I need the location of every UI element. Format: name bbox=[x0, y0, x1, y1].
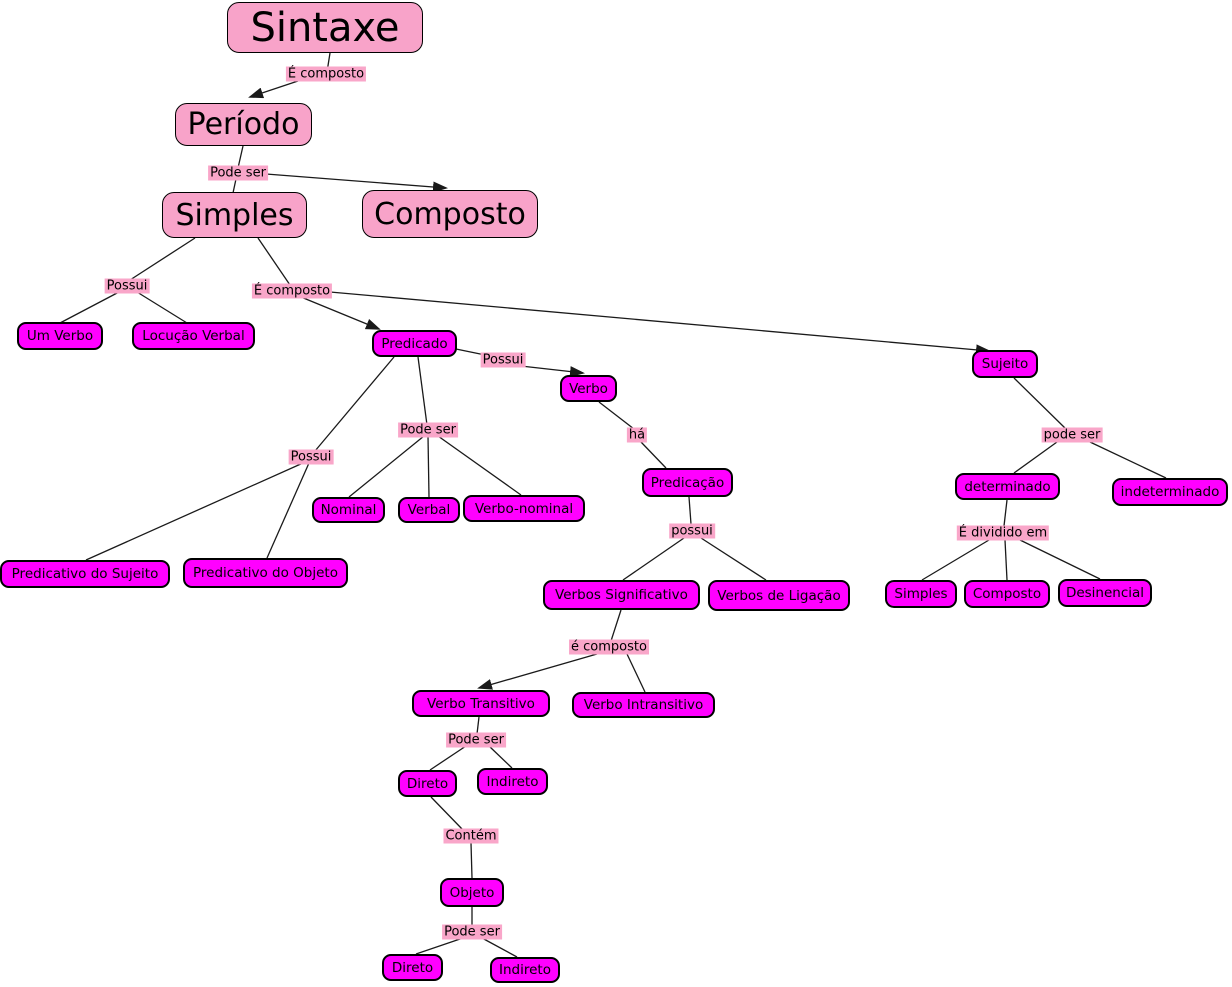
link-label-pode-ser-3[interactable]: Pode ser bbox=[446, 732, 506, 748]
edge-line-possui-1-to-locucao-verbal bbox=[136, 291, 188, 324]
edge-line-verbo-transitivo-to-pode-ser-3 bbox=[476, 716, 480, 735]
edge-line-predicado-to-pode-ser-2 bbox=[417, 356, 428, 426]
link-label-contem[interactable]: Contém bbox=[443, 828, 499, 844]
concept-node-locucao-verbal[interactable]: Locução Verbal bbox=[132, 322, 255, 350]
concept-node-objeto[interactable]: Objeto bbox=[440, 878, 504, 907]
edge-line-predicado-to-possui-3 bbox=[314, 356, 395, 452]
concept-node-verbal[interactable]: Verbal bbox=[398, 497, 460, 523]
edge-line-periodo-to-pode-ser-1 bbox=[237, 145, 244, 169]
edge-line-contem-to-objeto bbox=[470, 842, 473, 879]
link-label-possui-3[interactable]: Possui bbox=[288, 449, 334, 465]
link-label-possui-4[interactable]: possui bbox=[669, 523, 715, 539]
edge-line-pode-ser-3-to-direto-vt bbox=[429, 745, 467, 771]
edge-line-e-dividido-em-to-simples-sujeito bbox=[921, 539, 990, 581]
link-label-pode-ser-2[interactable]: Pode ser bbox=[398, 422, 458, 438]
concept-node-predicado[interactable]: Predicado bbox=[372, 330, 457, 357]
edge-line-possui-1-to-um-verbo bbox=[59, 291, 120, 324]
concept-node-nominal[interactable]: Nominal bbox=[312, 497, 385, 523]
concept-node-verbo-transitivo[interactable]: Verbo Transitivo bbox=[412, 690, 550, 717]
concept-node-sintaxe[interactable]: Sintaxe bbox=[227, 2, 423, 53]
concept-node-sujeito[interactable]: Sujeito bbox=[972, 350, 1038, 378]
edge-line-possui-4-to-verbos-ligacao bbox=[700, 537, 767, 581]
edge-line-possui-4-to-verbos-significativo bbox=[622, 537, 685, 581]
link-label-pode-ser-5[interactable]: pode ser bbox=[1041, 427, 1103, 443]
concept-node-determinado[interactable]: determinado bbox=[955, 473, 1060, 500]
concept-node-indireto-obj[interactable]: Indireto bbox=[490, 957, 560, 983]
edge-line-e-composto-2-to-predicado bbox=[300, 296, 381, 330]
link-label-pode-ser-4[interactable]: Pode ser bbox=[442, 924, 502, 940]
edge-line-sujeito-to-pode-ser-5 bbox=[1013, 377, 1067, 430]
concept-node-periodo[interactable]: Período bbox=[175, 103, 312, 146]
edge-line-pode-ser-2-to-verbo-nominal bbox=[437, 435, 522, 496]
edge-line-verbos-significativo-to-e-composto-3 bbox=[610, 609, 622, 642]
edge-line-e-composto-3-to-verbo-intransitivo bbox=[626, 653, 646, 693]
concept-node-direto-obj[interactable]: Direto bbox=[382, 954, 443, 981]
edge-line-e-dividido-em-to-desinencial bbox=[1019, 539, 1101, 580]
concept-node-indeterminado[interactable]: indeterminado bbox=[1112, 478, 1228, 506]
edge-line-simples-periodo-to-e-composto-2 bbox=[257, 237, 291, 286]
link-label-ha[interactable]: há bbox=[626, 427, 648, 443]
edge-line-possui-3-to-predicativo-sujeito bbox=[85, 462, 304, 561]
concept-node-simples-sujeito[interactable]: Simples bbox=[885, 580, 957, 608]
edge-line-pode-ser-3-to-indireto-vt bbox=[488, 745, 513, 769]
edge-line-predicacao-to-possui-4 bbox=[688, 496, 692, 525]
link-label-e-composto-2[interactable]: É composto bbox=[251, 283, 333, 299]
concept-node-um-verbo[interactable]: Um Verbo bbox=[17, 322, 103, 350]
concept-node-verbo[interactable]: Verbo bbox=[560, 375, 617, 402]
edge-line-e-composto-2-to-sujeito bbox=[329, 291, 991, 356]
concept-node-desinencial[interactable]: Desinencial bbox=[1058, 579, 1152, 607]
concept-node-verbos-ligacao[interactable]: Verbos de Ligação bbox=[708, 580, 850, 611]
edge-line-pode-ser-2-to-nominal bbox=[348, 435, 425, 498]
edge-line-pode-ser-5-to-determinado bbox=[1013, 441, 1058, 474]
edge-line-pode-ser-1-to-simples-periodo bbox=[232, 178, 237, 194]
link-label-possui-1[interactable]: Possui bbox=[104, 278, 150, 294]
edge-line-pode-ser-1-to-composto-periodo bbox=[265, 173, 448, 193]
edge-line-ha-to-predicacao bbox=[640, 441, 667, 469]
concept-node-predicativo-sujeito[interactable]: Predicativo do Sujeito bbox=[0, 560, 170, 588]
edge-line-pode-ser-4-to-indireto-obj bbox=[481, 937, 518, 958]
link-label-e-composto-1[interactable]: É composto bbox=[285, 66, 367, 82]
edge-line-simples-periodo-to-possui-1 bbox=[129, 237, 196, 281]
link-label-e-dividido-em[interactable]: É dividido em bbox=[956, 525, 1050, 541]
concept-node-composto-sujeito[interactable]: Composto bbox=[964, 580, 1050, 608]
concept-node-composto-periodo[interactable]: Composto bbox=[362, 190, 538, 238]
concept-node-verbos-significativo[interactable]: Verbos Significativo bbox=[543, 580, 700, 610]
link-label-possui-2[interactable]: Possui bbox=[480, 352, 526, 368]
edge-line-e-composto-1-to-periodo bbox=[248, 80, 299, 99]
link-label-pode-ser-1[interactable]: Pode ser bbox=[208, 165, 268, 181]
concept-node-verbo-nominal[interactable]: Verbo-nominal bbox=[463, 495, 585, 522]
concept-node-simples-periodo[interactable]: Simples bbox=[162, 192, 307, 238]
link-label-e-composto-3[interactable]: é composto bbox=[569, 639, 649, 655]
edge-line-pode-ser-5-to-indeterminado bbox=[1089, 441, 1167, 479]
edge-line-determinado-to-e-dividido-em bbox=[1003, 499, 1008, 527]
edge-line-e-composto-3-to-verbo-transitivo bbox=[477, 653, 598, 690]
edge-line-pode-ser-4-to-direto-obj bbox=[415, 937, 464, 955]
concept-node-direto-vt[interactable]: Direto bbox=[398, 770, 457, 797]
edge-line-verbo-to-ha bbox=[598, 401, 635, 430]
edge-line-possui-3-to-predicativo-objeto bbox=[266, 462, 310, 559]
concept-node-predicativo-objeto[interactable]: Predicativo do Objeto bbox=[183, 558, 348, 588]
edge-line-e-dividido-em-to-composto-sujeito bbox=[1004, 539, 1008, 581]
concept-node-indireto-vt[interactable]: Indireto bbox=[477, 768, 548, 795]
concept-node-verbo-intransitivo[interactable]: Verbo Intransitivo bbox=[572, 692, 715, 718]
concept-node-predicacao[interactable]: Predicação bbox=[642, 468, 733, 497]
edge-line-pode-ser-2-to-verbal bbox=[427, 435, 430, 498]
edge-line-direto-vt-to-contem bbox=[430, 796, 464, 831]
